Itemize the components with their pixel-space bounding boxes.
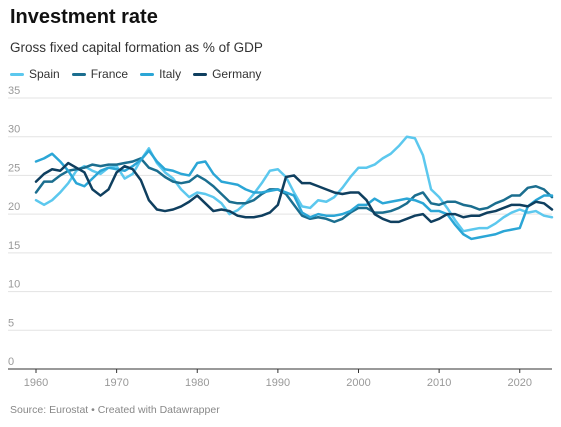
legend-label-france: France (90, 67, 129, 81)
legend-item-france: France (71, 67, 129, 81)
y-tick-label: 35 (8, 85, 20, 97)
y-tick-label: 25 (8, 162, 20, 174)
legend-item-spain: Spain (10, 67, 60, 81)
legend: Spain France Italy Germany (10, 67, 273, 81)
legend-item-italy: Italy (140, 67, 181, 81)
x-tick-label: 1980 (185, 377, 209, 389)
legend-label-germany: Germany (212, 67, 262, 81)
series-line-germany (34, 161, 554, 224)
y-tick-label: 0 (8, 356, 14, 368)
y-tick-label: 30 (8, 124, 20, 136)
legend-swatch-germany (193, 72, 208, 76)
x-tick-label: 1970 (104, 377, 128, 389)
legend-swatch-france (71, 72, 86, 76)
source-footer: Source: Eurostat • Created with Datawrap… (10, 404, 220, 416)
series-line-france (34, 157, 554, 224)
legend-swatch-italy (140, 72, 155, 76)
legend-label-spain: Spain (29, 67, 60, 81)
chart-title: Investment rate (10, 6, 158, 28)
legend-label-italy: Italy (159, 67, 182, 81)
x-tick-label: 2010 (427, 377, 451, 389)
series-line-italy (34, 149, 554, 241)
series-line-spain (34, 135, 554, 233)
x-tick-label: 1960 (24, 377, 48, 389)
x-tick-label: 2020 (508, 377, 532, 389)
legend-item-germany: Germany (193, 67, 261, 81)
x-tick-label: 2000 (346, 377, 370, 389)
y-tick-label: 10 (8, 279, 20, 291)
y-tick-label: 15 (8, 240, 20, 252)
y-tick-label: 5 (8, 317, 14, 329)
legend-swatch-spain (10, 72, 24, 76)
x-tick-label: 1990 (266, 377, 290, 389)
chart-subtitle: Gross fixed capital formation as % of GD… (10, 40, 263, 55)
y-tick-label: 20 (8, 201, 20, 213)
